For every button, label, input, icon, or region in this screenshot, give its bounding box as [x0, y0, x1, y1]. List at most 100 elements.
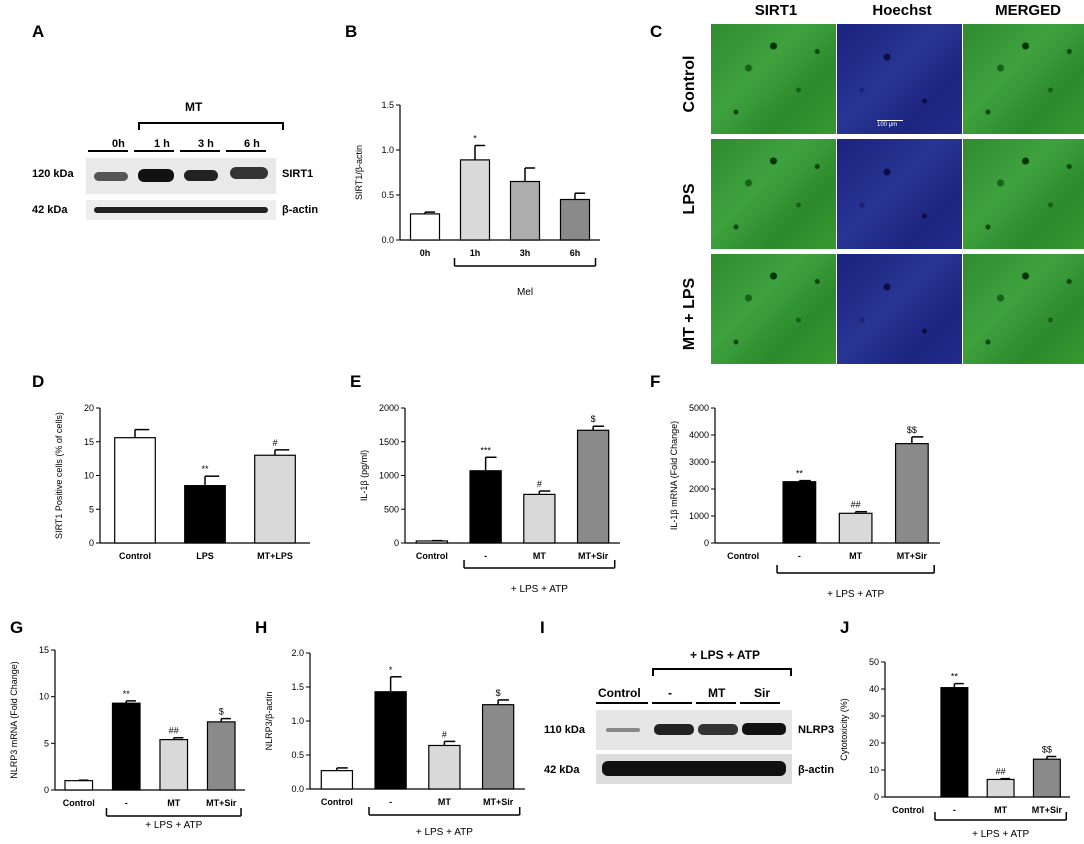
group-bracket-label: + LPS + ATP [511, 584, 568, 595]
x-tick-label: 1h [470, 248, 481, 258]
blot-treatment-label: MT [185, 100, 203, 114]
x-tick-label: Control [892, 805, 924, 815]
bar [206, 721, 236, 791]
x-tick-label: - [125, 798, 128, 808]
y-tick-label: 15 [84, 437, 94, 447]
microscopy-row-label: Control [681, 55, 698, 113]
microscopy-column-title: Hoechst [872, 2, 932, 19]
significance-mark: $ [591, 414, 596, 424]
microscopy-image-sirt1-lps [711, 139, 836, 249]
panel-letter-c: C [650, 22, 663, 41]
blot-size-label: 42 kDa [544, 764, 580, 776]
bar [320, 770, 354, 790]
blot-lane-label: 6 h [244, 138, 260, 150]
significance-mark: # [442, 729, 447, 739]
blot-bracket-tick-left [652, 668, 654, 676]
y-tick-label: 0.5 [291, 750, 304, 760]
blot-membrane-bottom [596, 754, 792, 784]
group-bracket-label: + LPS + ATP [827, 589, 884, 600]
bar [559, 198, 591, 241]
blot-lane-label: 3 h [198, 138, 214, 150]
y-tick-label: 5 [89, 504, 94, 514]
x-tick-label: - [798, 551, 801, 561]
y-axis-label: IL-1β (pg/ml) [359, 450, 369, 501]
x-tick-label: Control [321, 797, 353, 807]
microscopy-image-merged-control: 100 μm [877, 24, 1084, 134]
blot-lane-label: Control [598, 686, 641, 700]
bar [523, 493, 556, 544]
y-axis-label: IL-1β mRNA (Fold Change) [669, 421, 679, 530]
x-tick-label: MT [438, 797, 451, 807]
x-tick-label: - [953, 805, 956, 815]
group-bracket-label: + LPS + ATP [145, 820, 202, 830]
y-tick-label: 1.0 [291, 716, 304, 726]
significance-mark: ** [796, 469, 804, 479]
x-tick-label: MT+Sir [206, 798, 237, 808]
bar [64, 780, 94, 791]
y-tick-label: 0.0 [291, 784, 304, 794]
blot-lane-label: MT [708, 686, 726, 700]
blot-lane-label: 1 h [154, 138, 170, 150]
bar [159, 738, 189, 791]
panel-letter-j: J [840, 618, 850, 637]
panel-letter-d: D [32, 372, 45, 391]
significance-mark: ## [851, 500, 861, 510]
x-tick-label: MT+Sir [578, 551, 609, 561]
bar [469, 470, 502, 544]
y-tick-label: 30 [869, 711, 879, 721]
group-bracket-label: Mel [517, 287, 533, 298]
microscopy-column-title: MERGED [995, 2, 1061, 19]
x-tick-label: 0h [420, 248, 431, 258]
chart-sirt1-blot-quant: 0.0 0.5 1.0 1.5 SIRT1/β-actin 0h * 1h 3h 6h Mel [354, 100, 600, 298]
scale-bar-label: 100 μm [877, 122, 898, 128]
y-tick-label: 50 [869, 657, 879, 667]
x-tick-label: Control [416, 551, 448, 561]
significance-mark: * [389, 665, 393, 675]
significance-mark: $ [496, 688, 501, 698]
blot-treatment-bracket [138, 122, 284, 124]
blot-membrane-top [86, 158, 276, 194]
y-tick-label: 500 [384, 504, 399, 514]
bar [940, 687, 969, 798]
significance-mark: ** [201, 464, 209, 474]
y-axis-label: SIRT1/β-actin [354, 145, 364, 200]
y-tick-label: 15 [39, 645, 49, 655]
y-tick-label: 1.5 [291, 682, 304, 692]
lane-underline [596, 702, 648, 704]
x-tick-label: Control [119, 551, 151, 561]
bar [374, 691, 407, 790]
bar [409, 213, 441, 241]
blot-lane-label: Sir [754, 686, 771, 700]
y-tick-label: 0.0 [381, 235, 394, 245]
y-tick-label: 20 [869, 738, 879, 748]
y-tick-label: 0 [874, 792, 879, 802]
y-tick-label: 0 [704, 538, 709, 548]
bar [428, 744, 461, 790]
blot-size-label: 42 kDa [32, 204, 68, 216]
x-tick-label: 3h [520, 248, 531, 258]
microscopy-row-label: MT + LPS [681, 277, 698, 351]
chart-cytotoxicity: 0 10 20 30 40 50 Cytotoxicity (%) Control ** - ## M… [840, 657, 1070, 840]
significance-mark: $$ [907, 425, 917, 435]
chart-il1b-mrna: 0 1000 2000 3000 4000 5000 IL-1β mRNA (Fold Ch… [669, 403, 940, 600]
y-tick-label: 10 [84, 471, 94, 481]
y-tick-label: 1000 [689, 511, 709, 521]
chart-nlrp3-mrna: 0 5 10 15 NLRP3 mRNA (Fold Change) Control ** -… [9, 645, 245, 830]
x-tick-label: - [484, 551, 487, 561]
significance-mark: ## [169, 726, 179, 736]
panel-letter-b: B [345, 22, 358, 41]
blot-lane-label: 0h [112, 138, 125, 150]
significance-mark: $$ [1042, 745, 1052, 755]
y-axis-label: NLRP3/β-actin [264, 692, 274, 751]
blot-protein-label: β-actin [282, 204, 319, 216]
y-tick-label: 4000 [689, 430, 709, 440]
chart-sirt1-positive-cells: 0 5 10 15 20 SIRT1 Positive cells (% of cells… [54, 403, 310, 561]
y-tick-label: 1.0 [381, 145, 394, 155]
bar [184, 485, 226, 544]
microscopy-image-merged-mt-lps [963, 254, 1084, 364]
chart-il1b-protein: 0 500 1000 1500 2000 IL-1β (pg/ml) Control *** -… [359, 403, 620, 595]
blot-bracket-tick-right [282, 122, 284, 130]
bar [986, 778, 1015, 798]
x-tick-label: MT [167, 798, 180, 808]
significance-mark: ** [123, 689, 131, 699]
